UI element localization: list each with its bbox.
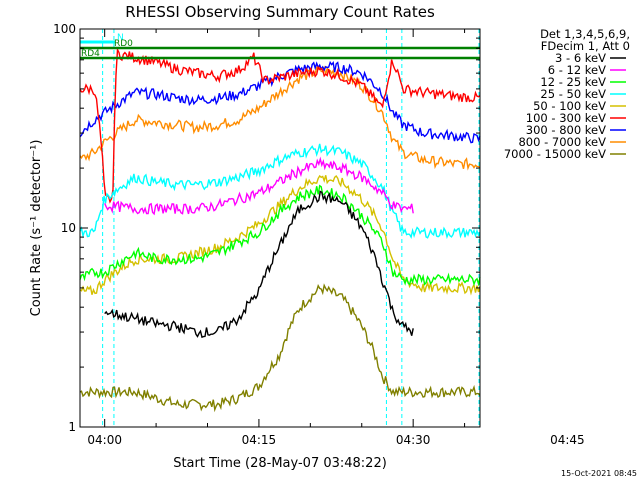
legend-entry: 6 - 12 keV xyxy=(548,63,606,77)
series-line xyxy=(104,190,414,339)
legend-entry: 800 - 7000 keV xyxy=(518,135,606,149)
legend-header: Det 1,3,4,5,6,9, xyxy=(540,27,630,41)
legend-entry: 7000 - 15000 keV xyxy=(504,147,606,161)
x-tick-label: 04:15 xyxy=(242,433,277,447)
y-tick-label: 100 xyxy=(53,22,76,36)
legend-entry: 50 - 100 keV xyxy=(533,99,606,113)
series-line xyxy=(79,184,481,287)
timestamp: 15-Oct-2021 08:45 xyxy=(561,469,637,478)
y-axis-label: Count Rate (s⁻¹ detector⁻¹) xyxy=(29,140,44,317)
x-axis-label: Start Time (28-May-07 03:48:22) xyxy=(173,456,387,471)
legend-entry: 12 - 25 keV xyxy=(540,75,606,89)
legend: Det 1,3,4,5,6,9,FDecim 1, Att 03 - 6 keV… xyxy=(504,27,630,161)
x-tick-label: 04:45 xyxy=(550,433,585,447)
legend-entry: 300 - 800 keV xyxy=(526,123,606,137)
legend-entry: 25 - 50 keV xyxy=(540,87,606,101)
y-tick-label: 10 xyxy=(61,221,76,235)
x-tick-label: 04:30 xyxy=(396,433,431,447)
flag-label: RD4 xyxy=(81,49,100,59)
series-line xyxy=(79,174,481,296)
y-axis: 1 10 100 xyxy=(53,22,480,434)
series-line xyxy=(104,156,414,216)
flag-label: N xyxy=(117,33,124,43)
legend-header: FDecim 1, Att 0 xyxy=(541,39,630,53)
legend-entry: 100 - 300 keV xyxy=(526,111,606,125)
x-tick-label: 04:00 xyxy=(87,433,122,447)
series-line xyxy=(79,143,481,240)
chart-title: RHESSI Observing Summary Count Rates xyxy=(125,3,435,21)
series-line xyxy=(79,65,481,171)
y-tick-label: 1 xyxy=(68,420,76,434)
legend-entry: 3 - 6 keV xyxy=(555,51,606,65)
series-line xyxy=(79,46,481,204)
series-line xyxy=(79,283,481,413)
flag-label: RD0 xyxy=(114,39,133,49)
